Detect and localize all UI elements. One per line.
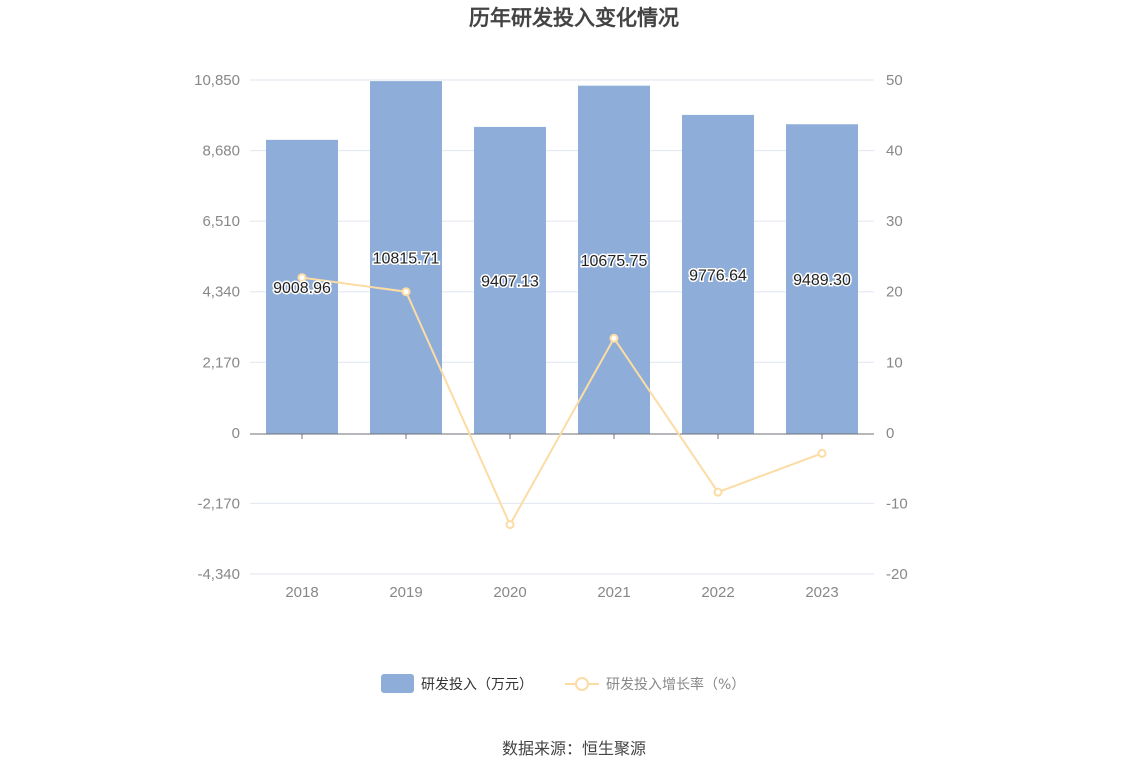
right-tick-label: 20 — [886, 284, 903, 301]
right-tick-label: 40 — [886, 143, 903, 160]
growth-point — [713, 487, 723, 497]
bar-data-labels: 9008.96 10815.71 9407.13 10675.75 9776.64 948… — [272, 249, 853, 298]
legend: 研发投入（万元） 研发投入增长率（%） — [381, 674, 745, 693]
bar — [578, 85, 650, 434]
growth-point — [817, 448, 827, 458]
legend-line-label: 研发投入增长率（%） — [606, 676, 745, 693]
bar-value-label: 9489.30 — [793, 272, 851, 289]
left-tick-label: 10,850 — [194, 72, 240, 89]
legend-bar-swatch — [381, 674, 414, 693]
right-tick-label: 30 — [886, 213, 903, 230]
right-tick-label: -20 — [886, 566, 908, 583]
legend-line-marker — [575, 677, 589, 691]
right-tick-label: 50 — [886, 72, 903, 89]
grid-lines — [250, 79, 874, 575]
x-tick-label: 2019 — [389, 584, 422, 601]
growth-line — [301, 276, 823, 527]
bar-series — [266, 81, 858, 435]
right-tick-label: 0 — [886, 425, 894, 442]
bar-value-label: 9407.13 — [481, 273, 539, 290]
x-tick-label: 2020 — [493, 584, 526, 601]
x-tick-label: 2021 — [597, 584, 630, 601]
growth-point — [401, 287, 411, 297]
legend-bar-label: 研发投入（万元） — [421, 677, 533, 693]
legend-item-line[interactable]: 研发投入增长率（%） — [565, 676, 745, 693]
bar — [370, 81, 442, 434]
left-tick-label: 0 — [232, 425, 240, 442]
bar-value-label: 10675.75 — [581, 253, 648, 270]
bar — [786, 124, 858, 434]
bar-value-label: 10815.71 — [373, 251, 440, 268]
left-tick-label: -4,340 — [197, 566, 240, 583]
bar-value-label: 9776.64 — [689, 267, 747, 284]
x-axis: 2018 2019 2020 2021 2022 2023 — [250, 433, 874, 601]
x-tick-label: 2018 — [285, 584, 318, 601]
x-tick-label: 2023 — [805, 584, 838, 601]
bar-value-label: 9008.96 — [273, 280, 331, 297]
growth-point — [297, 273, 307, 283]
growth-point — [609, 333, 619, 343]
legend-item-bar[interactable]: 研发投入（万元） — [381, 674, 533, 693]
left-tick-label: 8,680 — [202, 143, 240, 160]
line-series — [297, 273, 827, 530]
left-tick-label: -2,170 — [197, 495, 240, 512]
right-tick-label: -10 — [886, 495, 908, 512]
left-tick-label: 4,340 — [202, 284, 240, 301]
left-tick-label: 2,170 — [202, 354, 240, 371]
bar — [266, 139, 338, 435]
bar — [682, 114, 754, 434]
x-tick-label: 2022 — [701, 584, 734, 601]
growth-point — [505, 520, 515, 530]
left-tick-label: 6,510 — [202, 213, 240, 230]
bar — [474, 126, 546, 435]
chart-title: 历年研发投入变化情况 — [469, 6, 679, 30]
right-tick-label: 10 — [886, 354, 903, 371]
source-note: 数据来源：恒生聚源 — [502, 739, 646, 758]
right-y-axis: 50 40 30 20 10 0 -10 -20 — [886, 72, 908, 583]
left-y-axis: 10,850 8,680 6,510 4,340 2,170 0 -2,170 -4,340 — [194, 72, 240, 583]
